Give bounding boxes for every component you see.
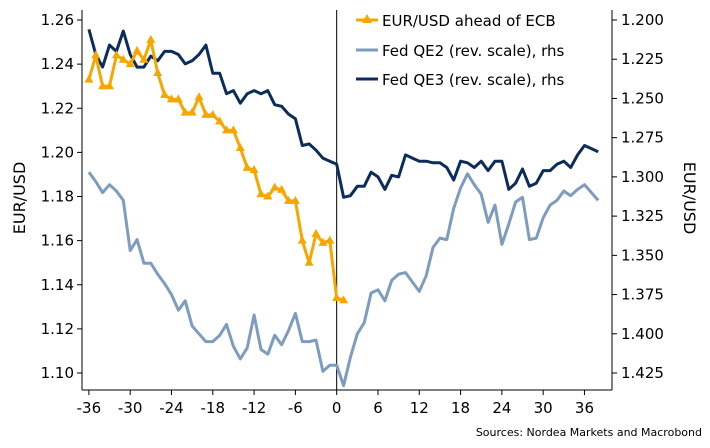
x-tick-label: -12 bbox=[242, 399, 267, 417]
x-tick-label: 6 bbox=[373, 399, 383, 417]
source-note: Sources: Nordea Markets and Macrobond bbox=[476, 426, 702, 439]
data-point-eurusd bbox=[153, 67, 163, 76]
x-tick-label: -18 bbox=[201, 399, 226, 417]
data-point-eurusd bbox=[98, 81, 108, 90]
data-point-eurusd bbox=[173, 94, 183, 103]
x-tick-label: -36 bbox=[77, 399, 102, 417]
left-tick-label: 1.20 bbox=[41, 143, 74, 161]
right-tick-label: 1.225 bbox=[621, 50, 664, 68]
left-tick-label: 1.16 bbox=[41, 232, 74, 250]
left-tick-label: 1.12 bbox=[41, 320, 74, 338]
right-axis-title: EUR/USD bbox=[680, 162, 699, 235]
data-point-eurusd bbox=[118, 54, 128, 63]
left-tick-label: 1.22 bbox=[41, 99, 74, 117]
x-tick-label: 30 bbox=[534, 399, 553, 417]
data-point-eurusd bbox=[297, 235, 307, 244]
left-tick-label: 1.14 bbox=[41, 276, 74, 294]
x-axis-ticks: -36 -30 -24 -18 -12 -6 0 6 12 18 24 30 36 bbox=[77, 390, 594, 417]
x-tick-label: -24 bbox=[159, 399, 184, 417]
data-point-eurusd bbox=[132, 45, 142, 54]
data-point-eurusd bbox=[166, 94, 176, 103]
data-point-eurusd bbox=[339, 295, 349, 304]
axes bbox=[81, 10, 613, 391]
data-point-eurusd bbox=[187, 107, 197, 116]
x-tick-label: -30 bbox=[118, 399, 143, 417]
series-layer bbox=[84, 29, 600, 388]
legend-item-qe3: Fed QE3 (rev. scale), rhs bbox=[356, 71, 565, 89]
right-tick-label: 1.300 bbox=[621, 168, 664, 186]
data-point-eurusd bbox=[105, 81, 115, 90]
legend-marker-eurusd bbox=[362, 14, 372, 23]
right-tick-label: 1.375 bbox=[621, 286, 664, 304]
right-tick-label: 1.325 bbox=[621, 207, 664, 225]
left-tick-label: 1.26 bbox=[41, 11, 74, 29]
left-tick-label: 1.10 bbox=[41, 364, 74, 382]
right-tick-label: 1.425 bbox=[621, 364, 664, 382]
data-point-eurusd bbox=[256, 189, 266, 198]
data-point-eurusd bbox=[304, 257, 314, 266]
series-line-eurusd bbox=[87, 38, 345, 302]
legend: EUR/USD ahead of ECB Fed QE2 (rev. scale… bbox=[356, 12, 565, 89]
x-tick-label: 36 bbox=[575, 399, 594, 417]
data-point-eurusd bbox=[242, 162, 252, 171]
data-point-eurusd bbox=[222, 125, 232, 134]
x-tick-label: 18 bbox=[451, 399, 470, 417]
legend-item-eurusd: EUR/USD ahead of ECB bbox=[356, 12, 556, 30]
data-point-eurusd bbox=[91, 50, 101, 59]
left-tick-label: 1.24 bbox=[41, 55, 74, 73]
data-point-eurusd bbox=[332, 292, 342, 301]
series-line-fed-qe3 bbox=[87, 29, 599, 199]
data-point-eurusd bbox=[277, 184, 287, 193]
right-tick-label: 1.275 bbox=[621, 129, 664, 147]
data-point-eurusd bbox=[283, 195, 293, 204]
data-point-eurusd bbox=[325, 235, 335, 244]
data-point-eurusd bbox=[263, 191, 273, 200]
left-tick-label: 1.18 bbox=[41, 188, 74, 206]
x-tick-label: -6 bbox=[288, 399, 303, 417]
right-tick-label: 1.400 bbox=[621, 325, 664, 343]
legend-label-qe2: Fed QE2 (rev. scale), rhs bbox=[382, 42, 565, 60]
right-tick-label: 1.250 bbox=[621, 89, 664, 107]
data-point-eurusd bbox=[318, 237, 328, 246]
data-point-eurusd bbox=[201, 109, 211, 118]
data-point-eurusd bbox=[160, 90, 170, 99]
right-tick-label: 1.200 bbox=[621, 11, 664, 29]
x-tick-label: 0 bbox=[332, 399, 342, 417]
legend-label-eurusd: EUR/USD ahead of ECB bbox=[382, 12, 556, 30]
data-point-eurusd bbox=[311, 229, 321, 238]
legend-item-qe2: Fed QE2 (rev. scale), rhs bbox=[356, 42, 565, 60]
left-axis-title: EUR/USD bbox=[10, 162, 29, 235]
data-point-eurusd bbox=[146, 34, 156, 43]
data-point-eurusd bbox=[111, 50, 121, 59]
x-tick-label: 24 bbox=[492, 399, 511, 417]
series-line-fed-qe2 bbox=[87, 171, 600, 388]
x-tick-label: 12 bbox=[410, 399, 429, 417]
data-point-eurusd bbox=[125, 59, 135, 68]
data-point-eurusd bbox=[208, 109, 218, 118]
data-point-eurusd bbox=[194, 92, 204, 101]
right-axis-ticks: 1.200 1.225 1.250 1.275 1.300 1.325 1.350 1.375… bbox=[612, 11, 664, 382]
data-point-eurusd bbox=[228, 125, 238, 134]
left-axis-ticks: 1.10 1.12 1.14 1.16 1.18 1.20 1.22 1.24 1.26 bbox=[41, 11, 82, 382]
data-point-eurusd bbox=[180, 107, 190, 116]
data-point-eurusd bbox=[270, 182, 280, 191]
data-point-eurusd bbox=[215, 116, 225, 125]
data-point-eurusd bbox=[290, 195, 300, 204]
data-point-eurusd bbox=[249, 165, 259, 174]
legend-label-qe3: Fed QE3 (rev. scale), rhs bbox=[382, 71, 565, 89]
data-point-eurusd bbox=[84, 74, 94, 83]
data-point-eurusd bbox=[139, 54, 149, 63]
right-tick-label: 1.350 bbox=[621, 246, 664, 264]
data-point-eurusd bbox=[235, 142, 245, 151]
